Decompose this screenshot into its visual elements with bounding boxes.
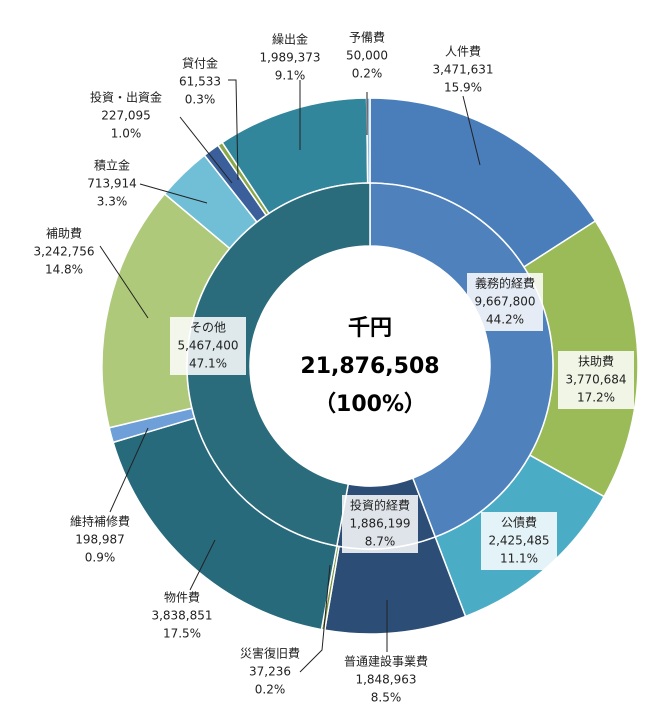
slice-label: 3,770,684 (565, 373, 626, 387)
slice-label: 積立金 (94, 158, 130, 173)
slice-label: 貸付金 (182, 56, 218, 71)
center-text: 千円 (348, 316, 392, 341)
slice-label: 3.3% (97, 195, 128, 209)
slice-label: 9.1% (275, 69, 306, 83)
slice-label: 8.7% (365, 535, 396, 549)
slice-label: 0.3% (185, 93, 216, 107)
leader-line (99, 245, 149, 319)
center-text: 21,876,508 (300, 354, 439, 379)
leader-line (189, 539, 216, 591)
slice-label: 17.2% (577, 391, 615, 405)
slice-label: 物件費 (164, 590, 200, 605)
leader-line (179, 116, 233, 184)
donut-hole (251, 247, 489, 485)
slice-label: 義務的経費 (475, 276, 535, 291)
slice-label: 普通建設事業費 (344, 654, 428, 669)
slice-label: 227,095 (101, 109, 151, 123)
leader-line (299, 564, 331, 673)
rings (101, 97, 639, 635)
slice-label: 1,989,373 (259, 51, 320, 65)
slice-label: 713,914 (87, 177, 137, 191)
slice-label: 投資的経費 (350, 498, 410, 513)
slice-label: 補助費 (46, 226, 82, 241)
slice-label: 17.5% (163, 627, 201, 641)
slice-label: 繰出金 (272, 32, 308, 47)
slice-label: 扶助費 (578, 354, 614, 369)
slice-label: 9,667,800 (474, 295, 535, 309)
slice-label: 2,425,485 (488, 534, 549, 548)
label-box (481, 512, 557, 570)
slice-label: 50,000 (346, 49, 388, 63)
slice-label: 災害復旧費 (240, 646, 300, 661)
slice-label: 5,467,400 (177, 339, 238, 353)
slice-label: 198,987 (75, 533, 125, 547)
slice-label: 0.9% (85, 551, 116, 565)
slice-label: 44.2% (486, 313, 524, 327)
slice-label: 61,533 (179, 75, 221, 89)
slice-label: 3,471,631 (432, 63, 493, 77)
slice-label: 維持補修費 (70, 514, 130, 529)
slice-label: 1.0% (111, 127, 142, 141)
labels: 千円 21,876,508 （100%） 人件費 3,471,631 15.9% 扶助費 3,… (33, 30, 634, 705)
slice-label: 14.8% (45, 263, 83, 277)
slice-label: 47.1% (189, 357, 227, 371)
label-box (342, 495, 418, 553)
slice-label: 0.2% (255, 683, 286, 697)
slice-label: その他 (190, 321, 226, 335)
donut-slice (186, 182, 371, 547)
slice-label: 1,886,199 (349, 517, 410, 531)
slice-label: 0.2% (352, 67, 383, 81)
leader-line (462, 95, 481, 166)
leader-line (139, 183, 208, 204)
slice-label: 予備費 (349, 30, 385, 45)
center-text: （100%） (314, 392, 426, 417)
slice-label: 8.5% (371, 691, 402, 705)
label-box (558, 351, 634, 409)
label-box (467, 273, 543, 331)
leader-line (109, 427, 149, 513)
slice-label: 3,838,851 (151, 609, 212, 623)
slice-label: 37,236 (249, 665, 291, 679)
slice-label: 11.1% (500, 552, 538, 566)
slice-label: 15.9% (444, 81, 482, 95)
slice-label: 3,242,756 (33, 245, 94, 259)
slice-label: 人件費 (445, 44, 481, 59)
leader-line (228, 79, 239, 181)
label-box (170, 317, 246, 375)
slice-label: 1,848,963 (355, 673, 416, 687)
slice-label: 公債費 (501, 515, 537, 530)
slice-label: 投資・出資金 (90, 90, 162, 105)
